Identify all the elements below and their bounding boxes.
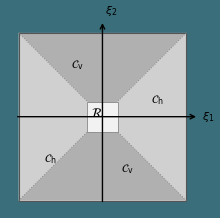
Text: $\xi_2$: $\xi_2$	[105, 4, 117, 18]
Text: $\mathcal{R}$: $\mathcal{R}$	[91, 107, 103, 120]
Text: $\mathcal{C}_\mathrm{h}$: $\mathcal{C}_\mathrm{h}$	[44, 152, 57, 165]
Bar	[19, 33, 186, 201]
Text: $\mathcal{C}_\mathrm{h}$: $\mathcal{C}_\mathrm{h}$	[150, 93, 163, 107]
Polygon shape	[103, 33, 186, 201]
Polygon shape	[19, 117, 186, 201]
Text: $\xi_1$: $\xi_1$	[202, 110, 215, 124]
Text: $\mathcal{C}_\mathrm{v}$: $\mathcal{C}_\mathrm{v}$	[121, 162, 134, 175]
Polygon shape	[19, 33, 186, 117]
Polygon shape	[19, 33, 103, 201]
Text: $\mathcal{C}_\mathrm{v}$: $\mathcal{C}_\mathrm{v}$	[71, 58, 84, 72]
Bar	[87, 102, 117, 132]
Bar	[19, 33, 186, 201]
